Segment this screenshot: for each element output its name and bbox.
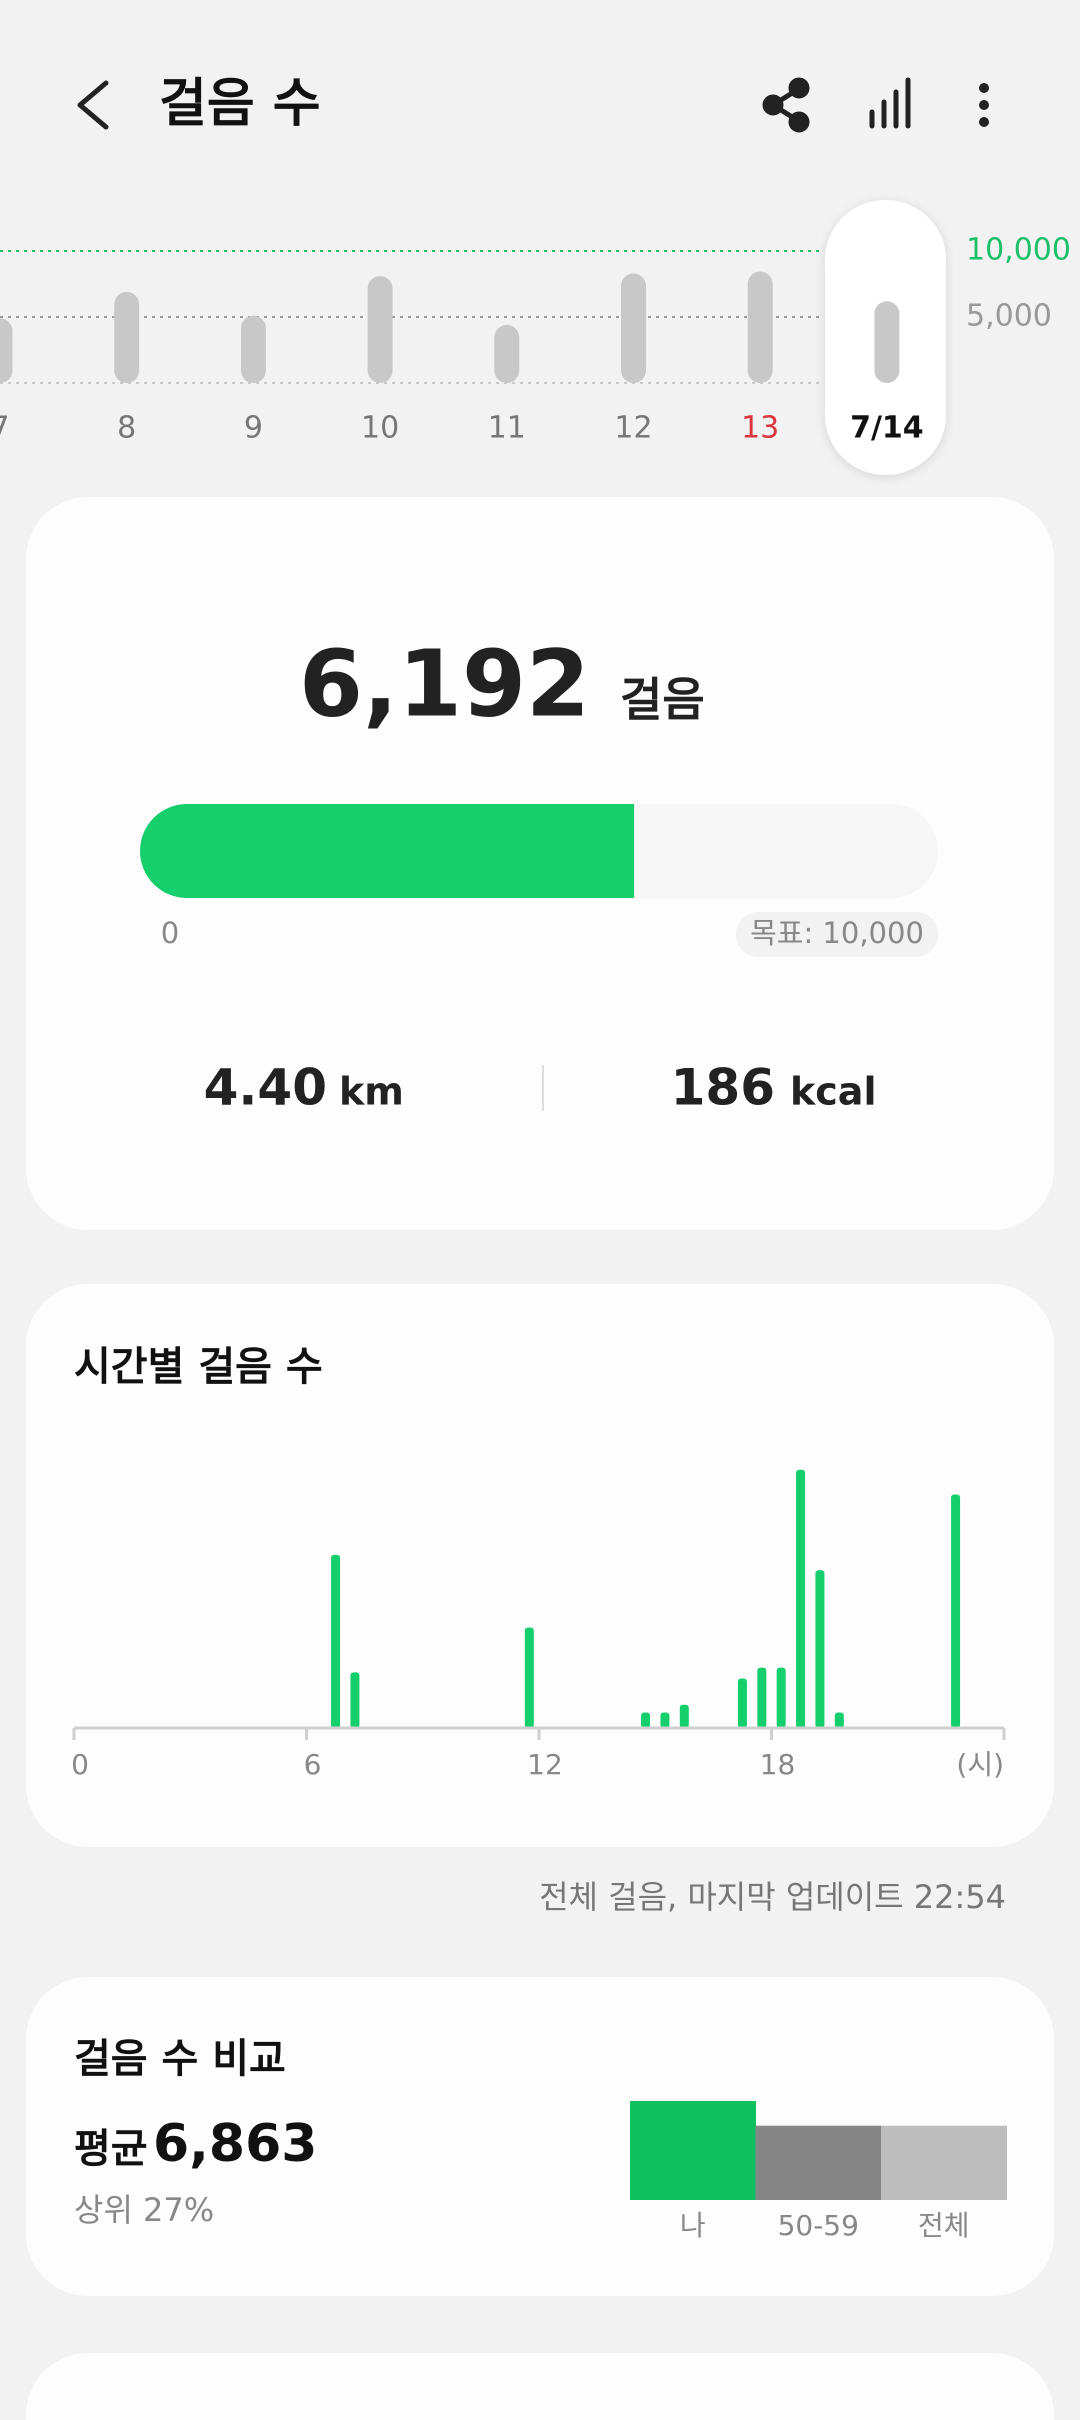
day-bar <box>494 324 520 383</box>
compare-bar <box>881 2125 1007 2200</box>
day-bar <box>621 273 646 383</box>
x-tick-label: 0 <box>71 1748 89 1781</box>
day-label: 13 <box>741 411 779 446</box>
more-button[interactable] <box>979 83 989 127</box>
rank: 상위 27% <box>74 2191 214 2229</box>
progress-fill <box>140 804 635 898</box>
hour-bar <box>757 1667 767 1728</box>
day-bar <box>240 315 266 383</box>
x-tick-label: 6 <box>304 1748 322 1781</box>
compare-label: 50-59 <box>778 2209 859 2242</box>
day-label: 12 <box>614 411 652 446</box>
hour-bar <box>641 1712 651 1728</box>
hour-bar <box>350 1672 360 1728</box>
compare-label: 나 <box>680 2209 706 2242</box>
day-bar <box>874 301 900 383</box>
hour-bar <box>951 1494 961 1728</box>
day-bar <box>367 276 393 383</box>
average-value: 6,863 <box>153 2114 317 2174</box>
day-bar <box>747 271 773 383</box>
hour-bar <box>679 1704 689 1728</box>
hour-bar <box>796 1469 806 1728</box>
day-label: 7 <box>0 411 10 446</box>
calories-value: 186 <box>671 1059 775 1117</box>
compare-bar <box>630 2101 756 2200</box>
page-title: 걸음 수 <box>159 74 321 134</box>
hour-bar <box>834 1712 844 1728</box>
steps-unit: 걸음 <box>620 673 705 727</box>
chart-title: 걸음 수 비교 <box>74 2036 286 2082</box>
trends-button[interactable] <box>869 77 911 129</box>
day-bar <box>0 318 13 383</box>
x-tick-label: (시) <box>956 1748 1004 1781</box>
day-label: 8 <box>117 411 136 446</box>
goal-label: 목표: 10,000 <box>750 916 924 950</box>
share-button[interactable] <box>762 77 810 133</box>
steps-value: 6,192 <box>299 630 590 737</box>
comparison-card <box>26 1977 1054 2296</box>
hour-bar <box>815 1570 825 1728</box>
distance-unit: km <box>339 1070 404 1114</box>
x-tick-label: 12 <box>527 1748 563 1781</box>
progress-start-label: 0 <box>161 916 179 950</box>
day-label: 10 <box>361 411 399 446</box>
calories-unit: kcal <box>790 1070 876 1114</box>
back-button[interactable] <box>77 80 109 130</box>
compare-bar <box>755 2125 882 2200</box>
day-bar <box>114 291 140 383</box>
chart-title: 시간별 걸음 수 <box>74 1344 323 1390</box>
next-card <box>26 2353 1054 2420</box>
day-label: 7/14 <box>850 411 924 446</box>
hour-bar <box>524 1627 534 1728</box>
hour-bar <box>331 1554 341 1728</box>
compare-label: 전체 <box>918 2209 970 2242</box>
hour-bar <box>776 1667 786 1728</box>
hour-bar <box>660 1712 670 1728</box>
day-label: 11 <box>488 411 526 446</box>
x-tick-label: 18 <box>760 1748 796 1781</box>
goal-pill <box>736 912 938 957</box>
y-tick-label: 10,000 <box>966 233 1071 268</box>
distance-value: 4.40 <box>204 1059 327 1117</box>
y-tick-label: 5,000 <box>966 299 1052 334</box>
hour-bar <box>737 1678 747 1728</box>
update-note: 전체 걸음, 마지막 업데이트 22:54 <box>539 1878 1006 1916</box>
day-label: 9 <box>244 411 263 446</box>
average-label: 평균 <box>74 2126 148 2172</box>
